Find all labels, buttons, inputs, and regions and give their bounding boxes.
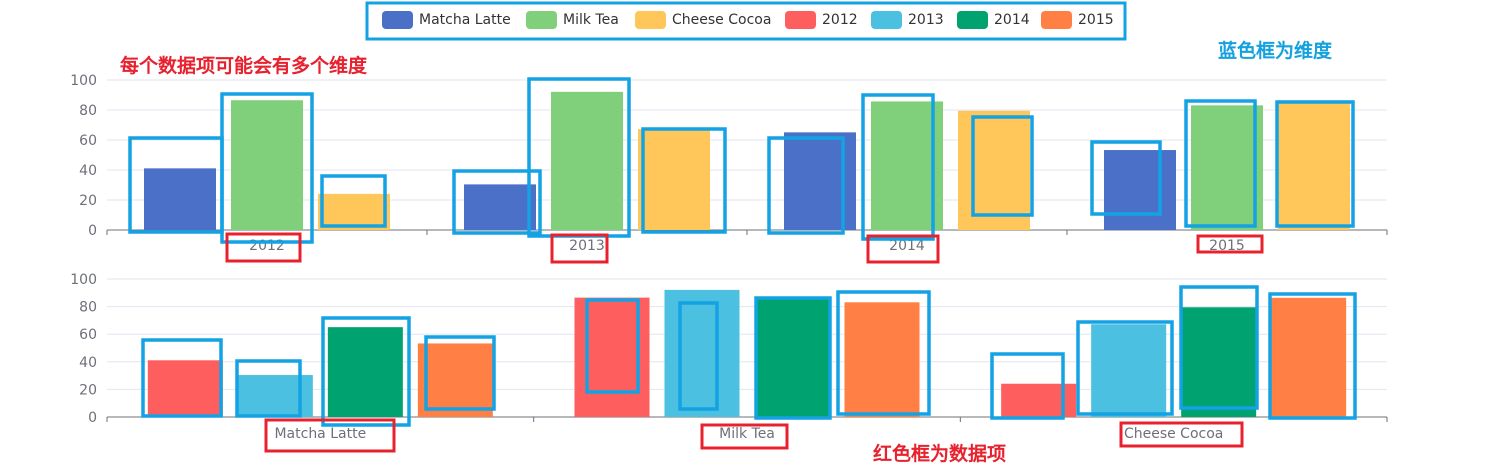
- dimension-box: [1268, 292, 1357, 420]
- bar-matcha-latte-2013[interactable]: [464, 184, 536, 230]
- legend-item-matcha-latte[interactable]: Matcha Latte: [382, 11, 511, 29]
- bar-milk-tea-2014[interactable]: [871, 101, 943, 230]
- dimension-box: [452, 169, 542, 235]
- legend-item-2012[interactable]: 2012: [785, 11, 858, 29]
- y-tick-label: 40: [79, 355, 97, 371]
- dimension-box: [861, 93, 935, 241]
- data-item-box: [1196, 234, 1264, 254]
- legend-swatch: [957, 11, 988, 29]
- legend-label: Matcha Latte: [419, 12, 511, 28]
- dimension-box: [585, 298, 640, 394]
- legend-label: Milk Tea: [563, 12, 619, 28]
- legend-swatch: [1041, 11, 1072, 29]
- legend-item-cheese-cocoa[interactable]: Cheese Cocoa: [635, 11, 771, 29]
- annotation-top-left: 每个数据项可能会有多个维度: [120, 54, 368, 77]
- data-item-box: [700, 423, 789, 450]
- dimension-box: [1275, 100, 1355, 228]
- dimension-box: [641, 127, 727, 234]
- x-tick-label: Milk Tea: [719, 426, 775, 442]
- legend-label: 2013: [908, 12, 944, 28]
- bar-2014-matcha-latte[interactable]: [327, 327, 403, 417]
- y-tick-label: 0: [88, 223, 97, 239]
- legend-swatch: [635, 11, 666, 29]
- bar-cheese-cocoa-2014[interactable]: [958, 110, 1030, 230]
- legend-label: 2015: [1078, 12, 1114, 28]
- annotation-bottom: 红色框为数据项: [873, 442, 1006, 465]
- dimension-box: [1076, 320, 1174, 416]
- y-tick-label: 60: [79, 133, 97, 149]
- dimension-box: [1184, 99, 1257, 228]
- dimension-box: [320, 174, 387, 228]
- data-item-box: [866, 234, 940, 264]
- legend: Matcha Latte Milk Tea Cheese Cocoa 2012 2013…: [365, 1, 1127, 41]
- x-tick-label: 2014: [889, 238, 925, 254]
- y-tick-label: 0: [88, 410, 97, 426]
- dimension-box: [836, 290, 931, 416]
- y-tick-label: 100: [70, 73, 97, 89]
- y-tick-label: 60: [79, 327, 97, 343]
- y-tick-label: 100: [70, 272, 97, 288]
- bar-2012-cheese-cocoa[interactable]: [1001, 383, 1077, 417]
- dimension-box: [141, 338, 223, 418]
- bar-2013-milk-tea[interactable]: [664, 289, 740, 417]
- bar-milk-tea-2013[interactable]: [551, 91, 623, 230]
- dimension-box: [424, 335, 496, 411]
- bar-2015-milk-tea[interactable]: [844, 302, 920, 417]
- annotation-top-right: 蓝色框为维度: [1218, 39, 1333, 62]
- data-item-box: [264, 418, 396, 453]
- x-tick-label: Cheese Cocoa: [1124, 426, 1223, 442]
- dimension-box: [754, 296, 832, 420]
- bar-matcha-latte-2015[interactable]: [1104, 150, 1176, 230]
- bar-2015-matcha-latte[interactable]: [417, 343, 493, 417]
- bar-2015-cheese-cocoa[interactable]: [1271, 297, 1347, 417]
- x-tick-label: 2015: [1209, 238, 1245, 254]
- dimension-box: [220, 92, 314, 244]
- y-tick-label: 40: [79, 163, 97, 179]
- dimension-box: [1179, 285, 1259, 410]
- legend-frame: [365, 1, 1127, 41]
- y-tick-label: 80: [79, 103, 97, 119]
- legend-item-2015[interactable]: 2015: [1041, 11, 1114, 29]
- data-item-box: [225, 232, 302, 263]
- x-tick-label: Matcha Latte: [274, 426, 366, 442]
- data-item-box: [1119, 421, 1244, 448]
- legend-swatch: [382, 11, 413, 29]
- bar-milk-tea-2015[interactable]: [1191, 105, 1263, 230]
- bar-cheese-cocoa-2015[interactable]: [1278, 100, 1350, 231]
- legend-item-milk-tea[interactable]: Milk Tea: [526, 11, 619, 29]
- bar-2014-milk-tea[interactable]: [754, 298, 830, 417]
- annotation-boxes: [128, 77, 1357, 453]
- bar-cheese-cocoa-2012[interactable]: [318, 193, 390, 230]
- legend-swatch: [785, 11, 816, 29]
- x-tick-label: 2013: [569, 238, 605, 254]
- dimension-box: [321, 316, 411, 427]
- dimension-box: [678, 301, 719, 411]
- bar-2014-cheese-cocoa[interactable]: [1181, 307, 1257, 417]
- y-tick-label: 20: [79, 382, 97, 398]
- legend-label: Cheese Cocoa: [672, 12, 771, 28]
- bar-milk-tea-2012[interactable]: [231, 100, 303, 230]
- y-tick-label: 20: [79, 193, 97, 209]
- dimension-box: [971, 115, 1034, 217]
- legend-label: 2014: [994, 12, 1030, 28]
- y-tick-label: 80: [79, 300, 97, 316]
- bar-cheese-cocoa-2013[interactable]: [638, 129, 710, 230]
- legend-item-2013[interactable]: 2013: [871, 11, 944, 29]
- bar-matcha-latte-2014[interactable]: [784, 132, 856, 230]
- legend-swatch: [526, 11, 557, 29]
- bar-matcha-latte-2012[interactable]: [144, 168, 216, 230]
- dimension-box: [767, 136, 845, 235]
- dimension-box: [235, 359, 302, 418]
- legend-swatch: [871, 11, 902, 29]
- bar-2013-cheese-cocoa[interactable]: [1091, 324, 1167, 417]
- legend-label: 2012: [822, 12, 858, 28]
- bar-2012-matcha-latte[interactable]: [147, 360, 223, 417]
- dimension-box: [990, 352, 1065, 420]
- dimension-box: [1090, 140, 1162, 216]
- data-item-box: [550, 233, 609, 264]
- legend-item-2014[interactable]: 2014: [957, 11, 1030, 29]
